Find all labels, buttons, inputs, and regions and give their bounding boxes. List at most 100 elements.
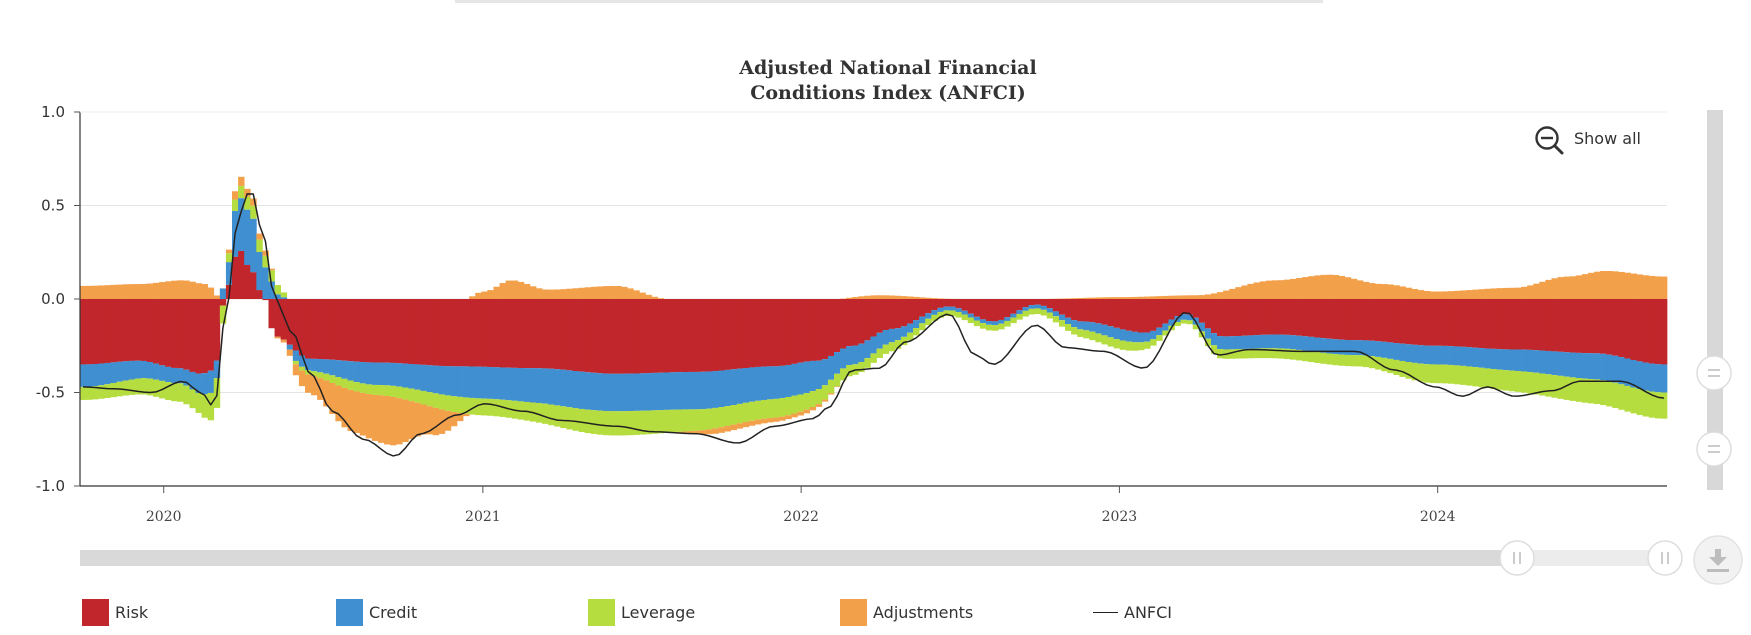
bar-adjustments [1198, 295, 1206, 299]
bar-credit [803, 361, 810, 394]
bar-adjustments [1508, 287, 1516, 299]
bar-credit [1563, 352, 1571, 377]
bar-adjustments [706, 429, 713, 435]
bar-leverage [870, 353, 877, 363]
legend-item-credit[interactable]: Credit [336, 598, 417, 626]
bar-credit [1411, 344, 1419, 363]
bar-credit [943, 306, 950, 311]
bar-leverage [80, 386, 87, 400]
bar-adjustments [1089, 297, 1096, 299]
bar-credit [1065, 317, 1072, 325]
bar-adjustments [1065, 298, 1072, 299]
bar-leverage [1405, 361, 1412, 379]
bar-credit [748, 367, 756, 402]
bar-risk [1247, 299, 1254, 336]
legend-label-adjustments: Adjustments [873, 602, 974, 622]
bar-credit [134, 360, 142, 379]
bar-credit [767, 366, 774, 400]
bar-risk [748, 299, 756, 368]
vertical-scroll-handle-bottom[interactable] [1696, 431, 1732, 467]
bar-risk [1557, 299, 1564, 352]
bar-credit [371, 362, 379, 385]
bar-risk [152, 299, 160, 364]
zoom-out-icon [1535, 126, 1564, 155]
bar-risk [809, 299, 817, 361]
bar-adjustments [1156, 296, 1163, 299]
vertical-scrollbar[interactable] [1696, 110, 1732, 490]
bar-adjustments [919, 297, 926, 299]
bar-leverage [1089, 331, 1096, 341]
bar-credit [955, 308, 963, 313]
horizontal-scroll-handle-left[interactable] [1499, 540, 1535, 576]
bar-adjustments [1557, 277, 1564, 299]
bar-adjustments [152, 282, 160, 299]
bar-leverage [499, 399, 506, 417]
bar-credit [1259, 334, 1267, 349]
legend-item-adjustments[interactable]: Adjustments [840, 598, 973, 626]
bar-leverage [961, 314, 969, 321]
bar-adjustments [609, 285, 616, 299]
bar-leverage [292, 360, 300, 365]
horizontal-scroll-handle-right[interactable] [1647, 540, 1683, 576]
bar-adjustments [1405, 287, 1412, 299]
legend-item-anfci[interactable]: ANFCI [1093, 598, 1172, 626]
bar-risk [1210, 299, 1218, 334]
bar-credit [949, 306, 956, 311]
bar-leverage [86, 386, 93, 400]
bar-credit [876, 332, 883, 349]
legend-item-risk[interactable]: Risk [82, 598, 148, 626]
bar-credit [1156, 327, 1163, 336]
bar-risk [262, 299, 269, 301]
download-button[interactable] [1693, 535, 1743, 585]
bar-adjustments [1204, 294, 1212, 299]
bar-credit [1113, 327, 1121, 340]
bar-risk [542, 299, 549, 369]
vertical-scroll-handle-top[interactable] [1696, 355, 1732, 391]
bar-risk [852, 299, 859, 346]
show-all-button[interactable]: Show all [1535, 126, 1641, 155]
bar-adjustments [529, 286, 537, 299]
legend-label-credit: Credit [369, 602, 418, 622]
bar-leverage [1235, 349, 1242, 359]
bar-risk [1217, 299, 1224, 337]
bar-risk [1332, 299, 1339, 340]
bar-adjustments [700, 430, 707, 435]
bar-adjustments [1107, 297, 1115, 299]
bar-leverage [1581, 378, 1589, 403]
bar-leverage [177, 383, 184, 402]
bar-leverage [128, 379, 136, 395]
bar-risk [609, 299, 616, 374]
bar-credit [1223, 336, 1230, 350]
bar-credit [1338, 339, 1346, 355]
bar-risk [1107, 299, 1115, 327]
legend-item-leverage[interactable]: Leverage [588, 598, 695, 626]
bar-adjustments [742, 421, 750, 428]
bar-adjustments [937, 298, 944, 299]
bar-adjustments [1101, 297, 1108, 299]
bar-credit [384, 362, 391, 386]
bar-credit [1405, 344, 1412, 362]
bar-risk [773, 299, 780, 367]
bar-adjustments [542, 289, 549, 299]
horizontal-scrollbar[interactable] [80, 540, 1683, 576]
bar-leverage [1040, 309, 1048, 316]
bar-leverage [669, 409, 677, 433]
bar-leverage [992, 325, 999, 331]
bar-credit [754, 366, 762, 401]
bar-leverage [165, 382, 172, 401]
bar-adjustments [353, 391, 361, 433]
bar-leverage [621, 411, 628, 436]
bar-adjustments [1223, 290, 1230, 299]
bar-leverage [925, 318, 932, 326]
x-tick-label: 2021 [465, 509, 501, 525]
bar-adjustments [1606, 271, 1613, 299]
bar-leverage [1296, 349, 1303, 361]
bar-credit [1022, 307, 1029, 311]
bar-risk [779, 299, 786, 366]
bar-adjustments [1624, 272, 1631, 299]
bar-risk [317, 299, 324, 360]
bar-risk [1016, 299, 1023, 311]
bar-risk [846, 299, 853, 347]
bar-leverage [1065, 324, 1072, 331]
bar-adjustments [1648, 275, 1656, 299]
